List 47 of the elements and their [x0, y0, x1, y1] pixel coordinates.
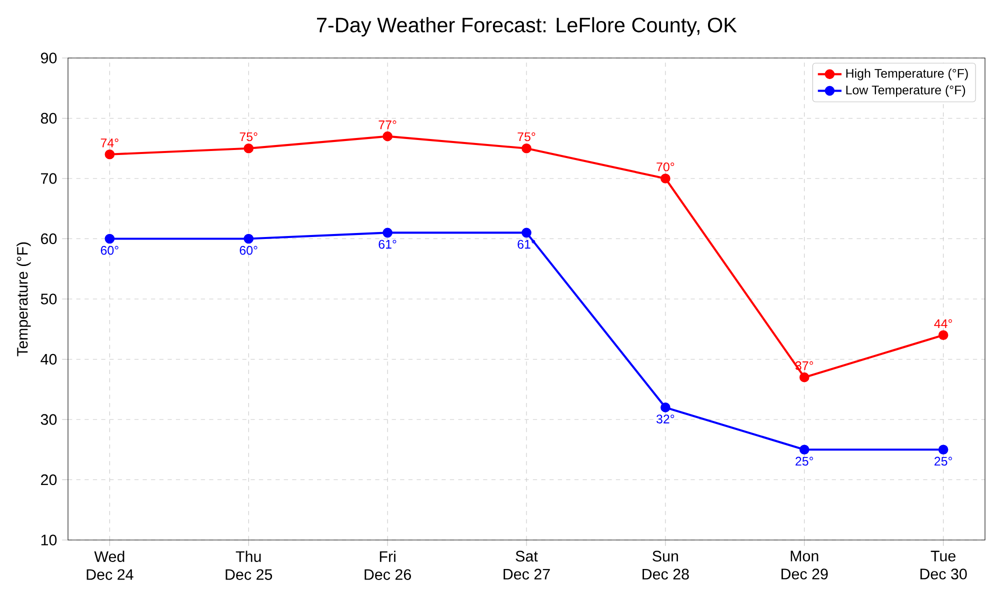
- data-label: 32°: [656, 414, 674, 424]
- point: [522, 143, 532, 154]
- data-label: 61°: [378, 240, 396, 249]
- data-label: 60°: [240, 246, 258, 255]
- x-tick-label: Wed Dec 24: [86, 550, 134, 580]
- y-axis-title: Temperature (°F): [16, 242, 31, 356]
- x-tick-label: Mon Dec 29: [782, 550, 828, 580]
- y-tick-label: 50: [40, 294, 57, 304]
- y-tick-label: 10: [41, 534, 57, 546]
- point: [382, 228, 392, 238]
- y-tick-label: 30: [40, 414, 57, 425]
- point: [382, 131, 392, 142]
- point: [660, 174, 670, 184]
- y-tick-label: 60: [41, 233, 57, 244]
- data-label: 70°: [656, 162, 674, 172]
- y-tick-label: 20: [41, 474, 57, 486]
- x-tick-label: Fri Dec 26: [364, 550, 411, 580]
- y-tick-label: 70: [41, 173, 57, 184]
- data-label: 75°: [240, 132, 258, 142]
- x-tick-label: Sat Dec 27: [504, 550, 550, 580]
- data-label: 60°: [100, 246, 118, 255]
- legend-label: Low Temperature (°F): [846, 85, 966, 97]
- point: [799, 444, 810, 455]
- data-label: 75°: [518, 132, 536, 142]
- point: [938, 330, 948, 340]
- point: [104, 234, 115, 244]
- data-label: 25°: [934, 456, 952, 466]
- point: [104, 149, 115, 160]
- legend-label: High Temperature (°F): [846, 68, 968, 80]
- point: [244, 143, 254, 154]
- chart-title: 7-Day Weather Forecast: LeFlore County, OK: [317, 17, 737, 36]
- x-tick-label: Sun Dec 28: [642, 550, 689, 580]
- x-tick-label: Tue Dec 30: [920, 550, 967, 580]
- x-tick-label: Thu Dec 25: [226, 550, 272, 580]
- point: [660, 402, 670, 412]
- y-tick-label: 40: [40, 354, 57, 365]
- data-label: 61°: [518, 240, 536, 249]
- data-label: 25°: [796, 456, 814, 466]
- point: [244, 234, 254, 244]
- data-label: 77°: [378, 120, 396, 130]
- point: [522, 228, 532, 238]
- y-tick-label: 80: [40, 112, 57, 124]
- data-label: 74°: [100, 138, 118, 148]
- data-label: 44°: [934, 319, 952, 328]
- point: [938, 444, 948, 455]
- point: [799, 372, 810, 382]
- y-tick-label: 90: [40, 52, 57, 64]
